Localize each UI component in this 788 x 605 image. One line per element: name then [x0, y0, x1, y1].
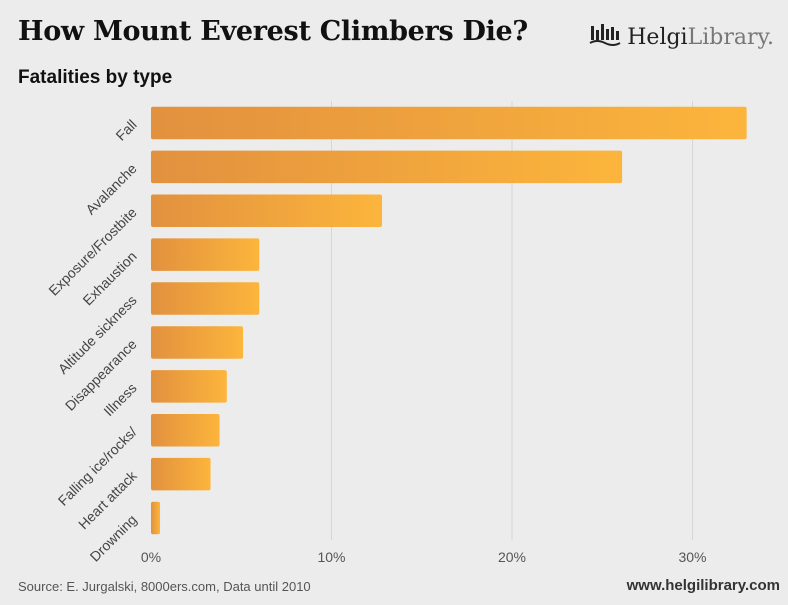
- x-tick-label: 30%: [678, 549, 706, 565]
- bar[interactable]: [151, 326, 244, 359]
- bar[interactable]: [151, 194, 383, 227]
- helgi-library-logo-icon: [589, 22, 621, 53]
- source-note: Source: E. Jurgalski, 8000ers.com, Data …: [18, 579, 311, 594]
- bar[interactable]: [151, 370, 227, 403]
- bar[interactable]: [151, 282, 260, 315]
- category-label: Falling ice/rocks/: [55, 424, 140, 509]
- x-tick-label: 0%: [141, 549, 161, 565]
- x-tick-label: 10%: [317, 549, 345, 565]
- website-link[interactable]: www.helgilibrary.com: [626, 577, 780, 594]
- chart-subtitle: Fatalities by type: [18, 67, 173, 88]
- bar[interactable]: [151, 501, 161, 535]
- category-label: Altitude sickness: [55, 292, 140, 377]
- logo-wordmark: HelgiLibrary.: [627, 24, 774, 50]
- x-tick-label: 20%: [498, 549, 526, 565]
- x-axis-tick-labels: 0% 10% 20% 30%: [141, 549, 707, 565]
- category-label: Fall: [112, 116, 139, 143]
- bars: [151, 106, 747, 535]
- category-label: Illness: [100, 380, 139, 419]
- bar[interactable]: [151, 150, 623, 184]
- helgi-library-logo[interactable]: HelgiLibrary.: [589, 22, 774, 52]
- bar[interactable]: [151, 414, 220, 447]
- chart-title: How Mount Everest Climbers Die?: [18, 16, 528, 47]
- category-labels: FallAvalancheExposure/FrostbiteExhaustio…: [45, 116, 140, 564]
- bar[interactable]: [151, 457, 211, 491]
- bar[interactable]: [151, 238, 260, 271]
- bar[interactable]: [151, 106, 747, 140]
